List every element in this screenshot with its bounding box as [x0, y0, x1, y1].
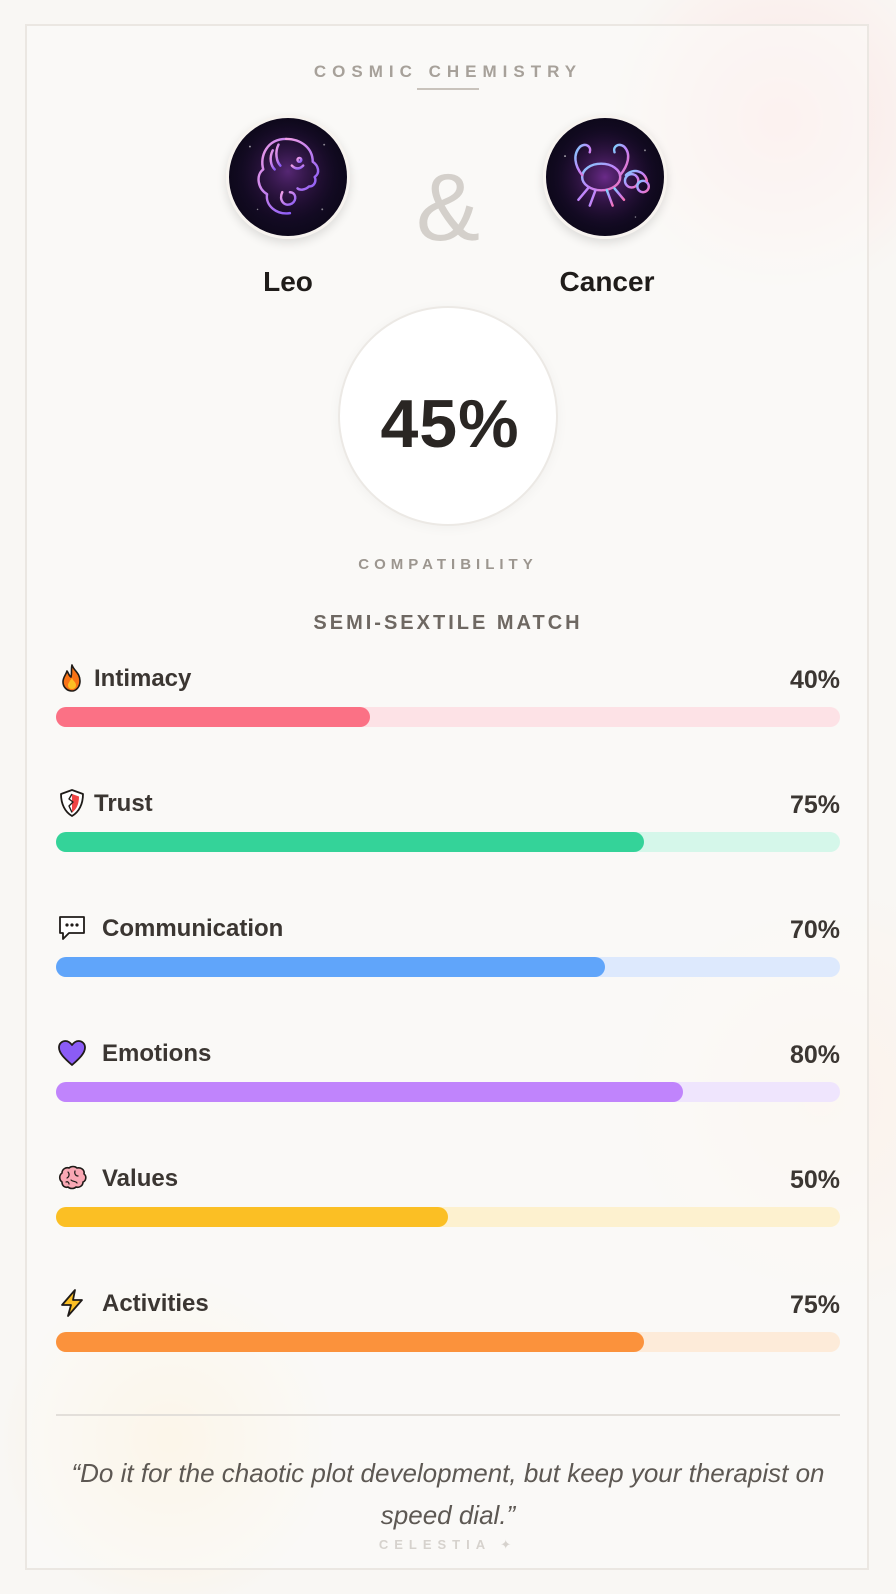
- metric-bar-track: [56, 707, 840, 727]
- header-underline: [417, 88, 479, 90]
- ampersand-connector: &: [415, 154, 481, 261]
- metric-bar-track: [56, 832, 840, 852]
- metric-bar-fill: [56, 832, 644, 852]
- score-circle: 45%: [338, 306, 558, 526]
- leo-zodiac-icon: [226, 115, 350, 239]
- metric-value: 40%: [789, 666, 840, 694]
- sign-name-cancer: Cancer: [559, 266, 655, 297]
- metric-label: Communication: [102, 915, 284, 942]
- metric-label: Values: [102, 1165, 179, 1192]
- metric-bar-track: [56, 1207, 840, 1227]
- metric-bar-track: [56, 1082, 840, 1102]
- metric-value: 80%: [789, 1041, 840, 1069]
- lightning-icon: [56, 1287, 88, 1319]
- metric-label: Trust: [94, 790, 153, 817]
- quote: “Do it for the chaotic plot development,…: [71, 1458, 825, 1530]
- sign-name-leo: Leo: [263, 266, 313, 297]
- metric-row-trust: Trust 75%: [56, 787, 840, 867]
- shield-icon: [56, 787, 88, 819]
- brain-icon: [56, 1162, 88, 1194]
- metric-bar-track: [56, 957, 840, 977]
- metric-row-intimacy: Intimacy 40%: [56, 662, 840, 742]
- compatibility-score: 45%: [380, 386, 520, 462]
- metric-row-activities: Activities 75%: [56, 1287, 840, 1367]
- divider: [56, 1414, 840, 1416]
- metric-bar-fill: [56, 1082, 684, 1102]
- header-label: COSMIC CHEMISTRY: [313, 62, 583, 81]
- metric-row-communication: Communication 70%: [56, 912, 840, 992]
- metric-bar-track: [56, 1332, 840, 1352]
- compatibility-card: [25, 24, 869, 1570]
- metric-value: 75%: [789, 791, 840, 819]
- metric-bar-fill: [56, 707, 370, 727]
- speech-bubble-icon: [56, 912, 88, 944]
- metric-value: 70%: [789, 916, 840, 944]
- heart-icon: [56, 1037, 88, 1069]
- match-type: SEMI-SEXTILE MATCH: [313, 612, 583, 634]
- metric-value: 75%: [789, 1291, 840, 1319]
- metric-row-emotions: Emotions 80%: [56, 1037, 840, 1117]
- metric-row-values: Values 50%: [56, 1162, 840, 1242]
- metric-bar-fill: [56, 957, 605, 977]
- brand-footer: CELESTIA ✦: [378, 1537, 518, 1552]
- metric-value: 50%: [789, 1166, 840, 1194]
- metric-bar-fill: [56, 1332, 644, 1352]
- metric-label: Emotions: [102, 1040, 212, 1067]
- fire-icon: [56, 662, 88, 694]
- metric-label: Intimacy: [94, 665, 192, 692]
- compatibility-label: COMPATIBILITY: [358, 556, 538, 573]
- cancer-zodiac-icon: [543, 115, 667, 239]
- metric-bar-fill: [56, 1207, 448, 1227]
- metric-label: Activities: [102, 1290, 209, 1317]
